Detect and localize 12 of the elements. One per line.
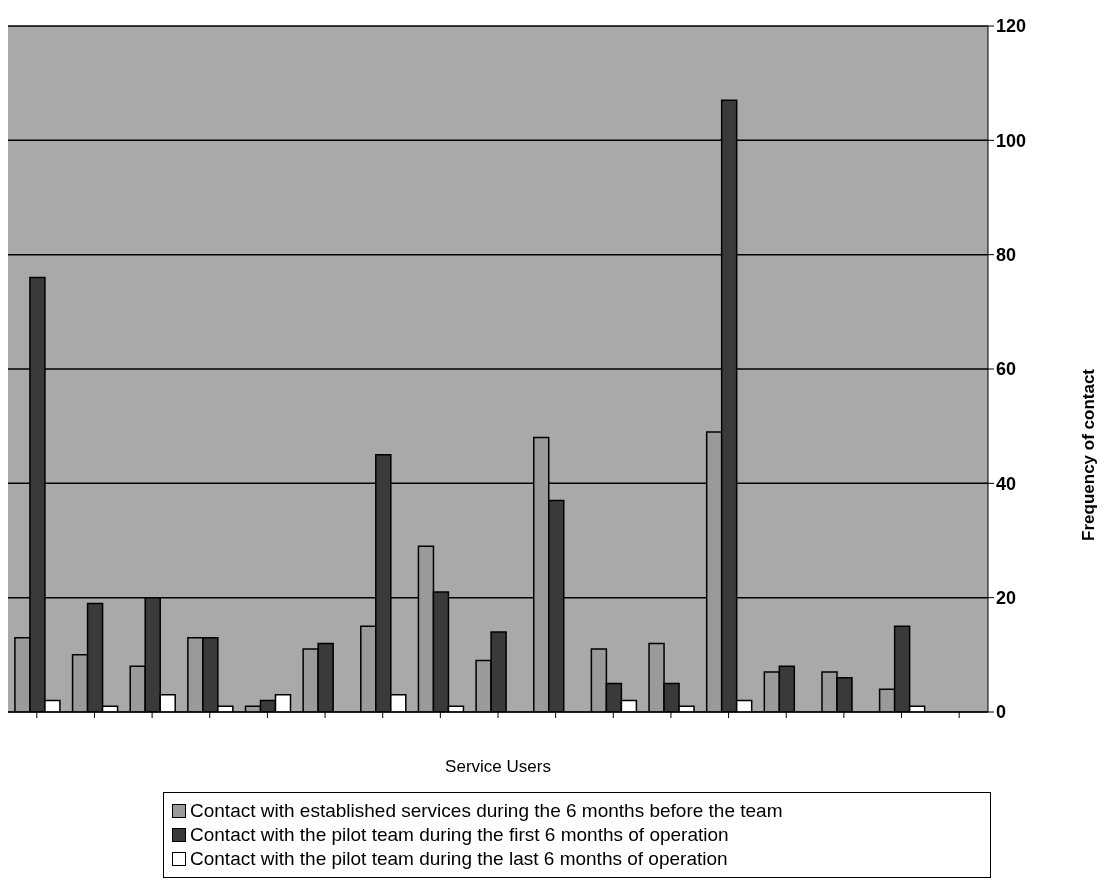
legend-label: Contact with established services during the 6 months before the team xyxy=(190,799,783,823)
y-tick-label: 80 xyxy=(996,245,1017,266)
legend-label: Contact with the pilot team during the first 6 months of operation xyxy=(190,823,729,847)
y-tick-label: 0 xyxy=(996,702,1007,723)
y-axis-title: Frequency of contact xyxy=(1079,368,1099,541)
y-tick-label: 40 xyxy=(996,473,1017,494)
y-tick-label: 60 xyxy=(996,359,1017,380)
y-tick-label: 20 xyxy=(996,588,1017,609)
x-axis-title: Service Users xyxy=(445,757,551,776)
y-tick-label: 100 xyxy=(996,130,1027,151)
y-tick-label: 120 xyxy=(996,16,1027,37)
legend-label: Contact with the pilot team during the last 6 months of operation xyxy=(190,847,728,871)
